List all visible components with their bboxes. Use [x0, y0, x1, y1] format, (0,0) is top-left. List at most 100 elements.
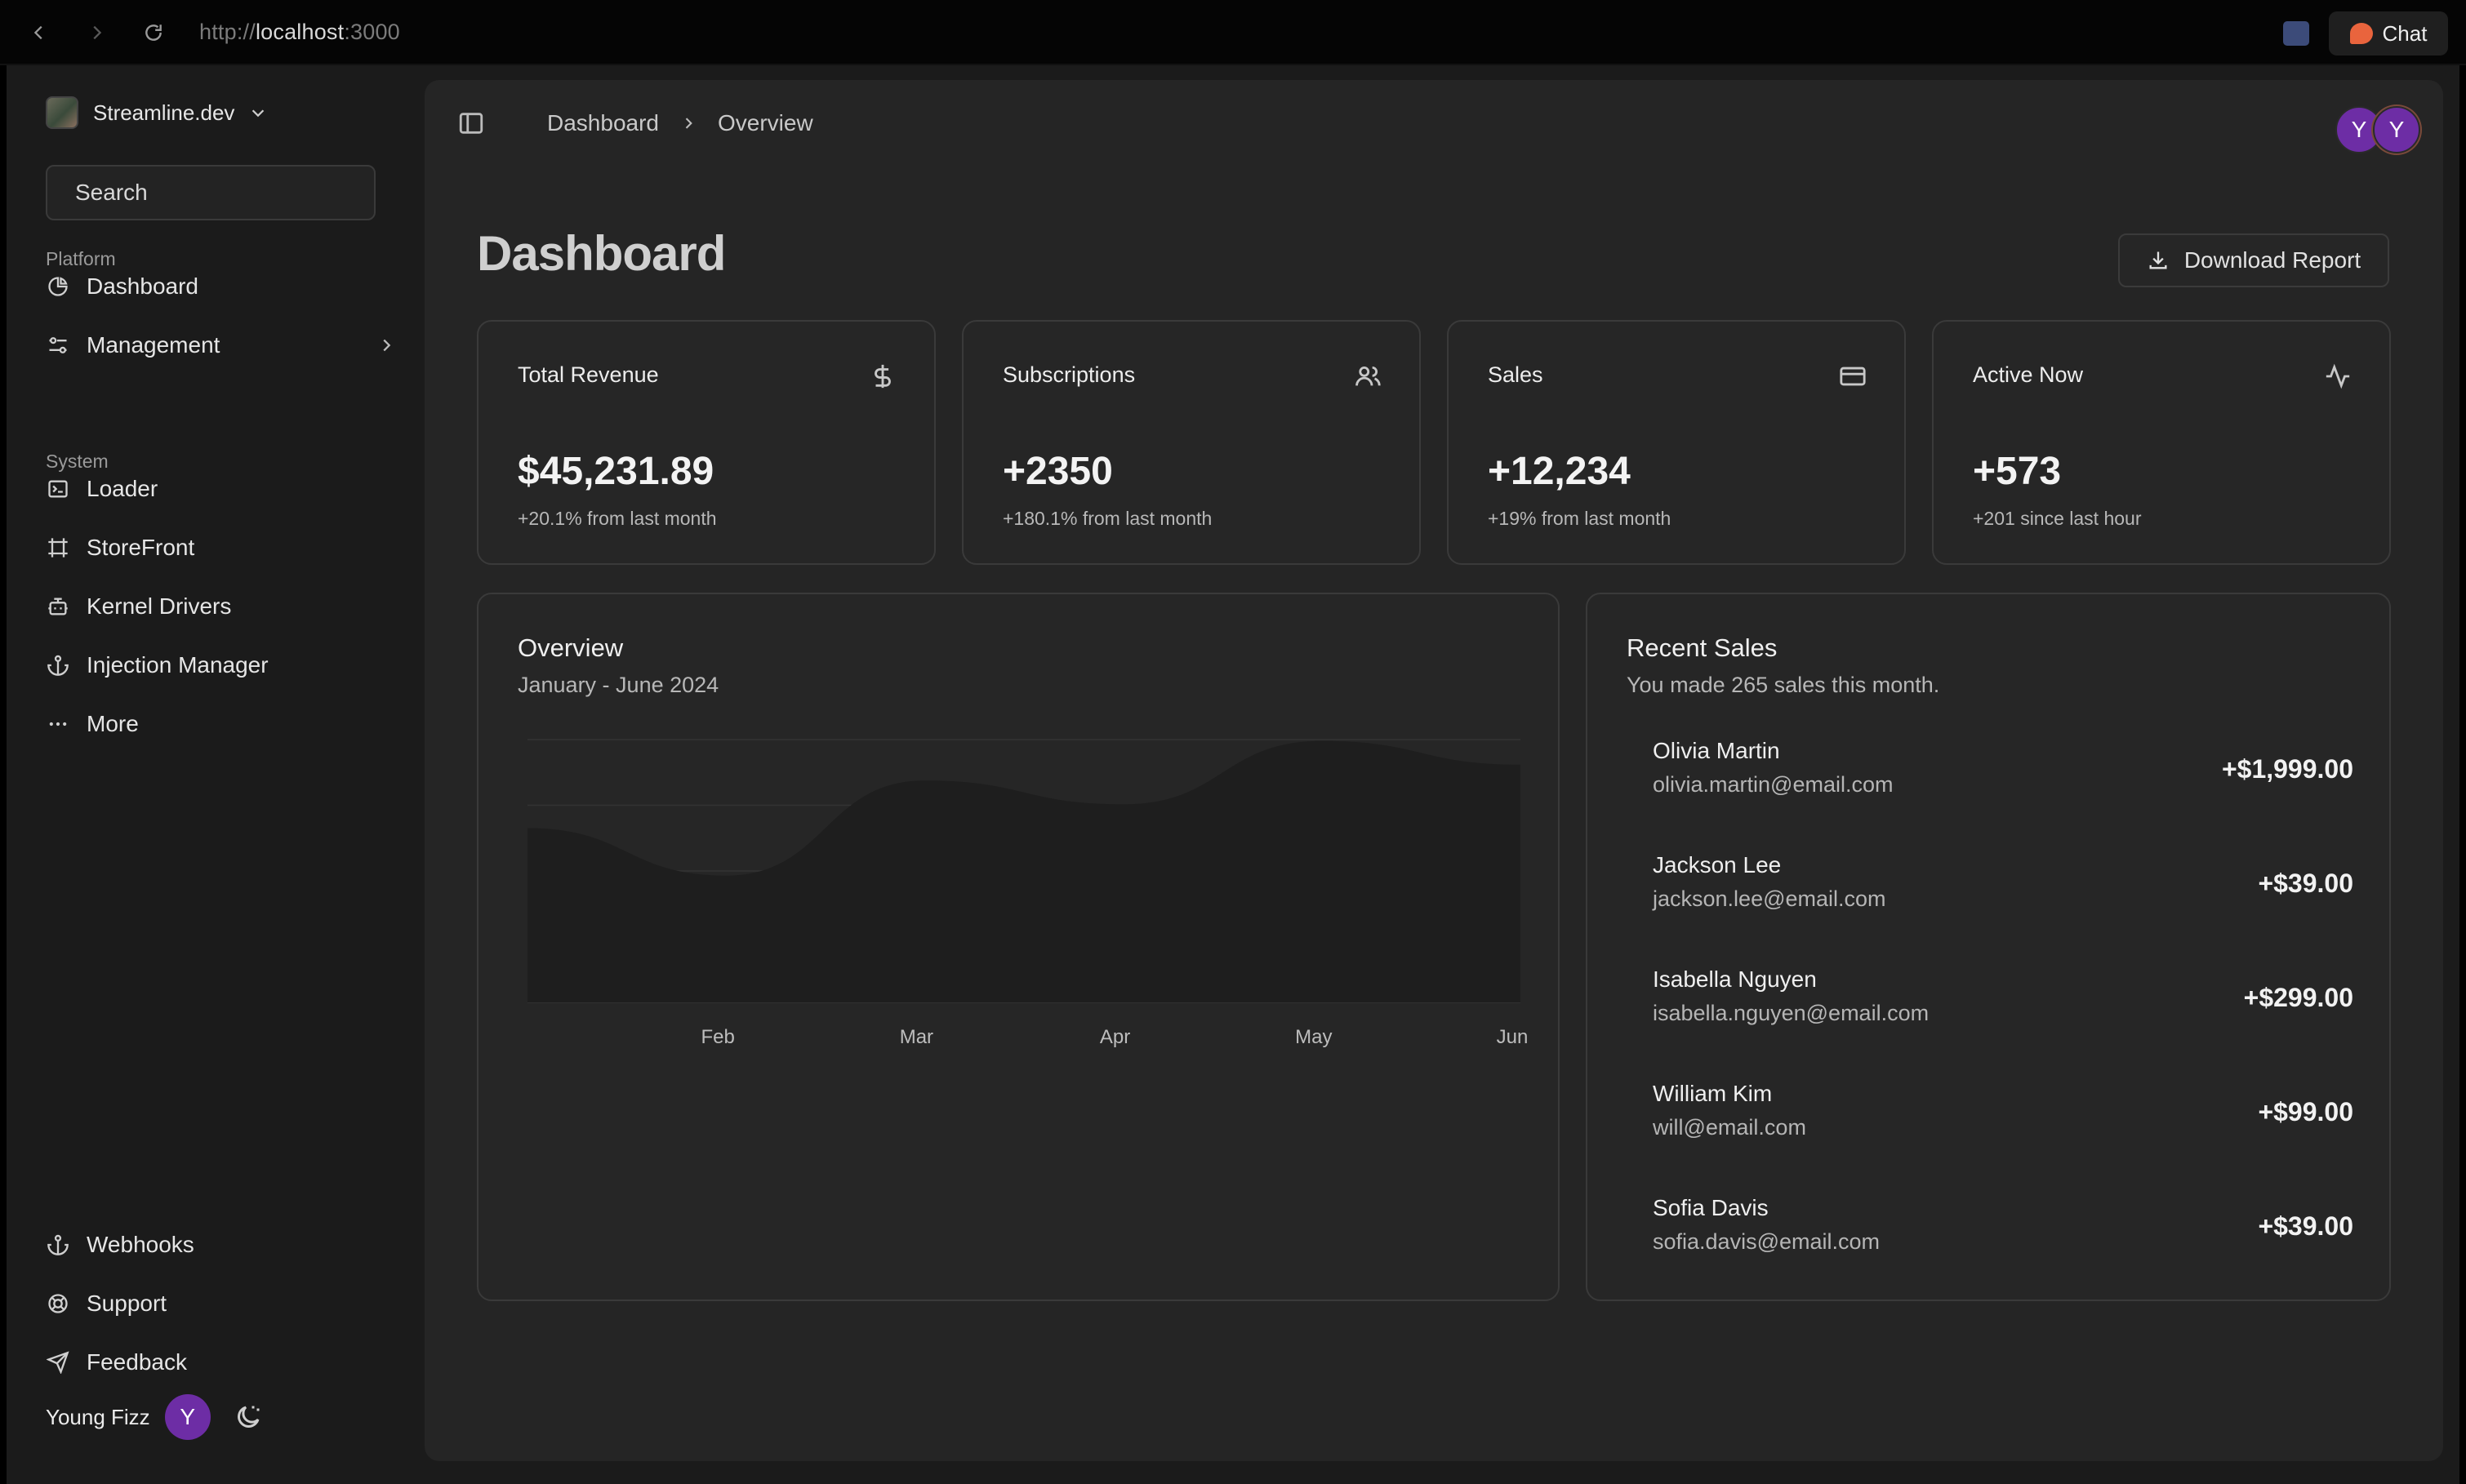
- list-item[interactable]: Sofia Davis sofia.davis@email.com +$39.0…: [1653, 1195, 2353, 1269]
- address-bar[interactable]: http://localhost:3000: [199, 20, 400, 45]
- page-title: Dashboard: [477, 226, 726, 281]
- url-host: localhost: [255, 20, 345, 44]
- list-item[interactable]: William Kim will@email.com +$99.00: [1653, 1081, 2353, 1154]
- list-item[interactable]: Olivia Martin olivia.martin@email.com +$…: [1653, 738, 2353, 811]
- kpi-card-sales: Sales +12,234 +19% from last month: [1447, 320, 1906, 565]
- kpi-value: +2350: [1003, 450, 1113, 493]
- sale-customer-name: Sofia Davis: [1653, 1195, 1769, 1220]
- user-profile[interactable]: Young Fizz Y: [46, 1394, 263, 1440]
- search-input[interactable]: [75, 180, 370, 206]
- chat-button[interactable]: Chat: [2329, 11, 2448, 56]
- users-icon: [1355, 366, 1381, 386]
- kpi-subtext: +201 since last hour: [1973, 508, 2142, 529]
- bot-icon: [44, 593, 72, 620]
- frame-icon: [44, 534, 72, 562]
- dollar-icon: [875, 364, 891, 389]
- url-port: :3000: [344, 20, 400, 44]
- avatar-stack[interactable]: Y Y: [2335, 106, 2420, 153]
- overview-area-chart: Feb Mar Apr May Jun: [527, 739, 1528, 1048]
- back-icon[interactable]: [24, 18, 54, 47]
- list-item[interactable]: Isabella Nguyen isabella.nguyen@email.co…: [1653, 966, 2353, 1040]
- sidebar-item-label: Support: [87, 1291, 167, 1316]
- kpi-value: $45,231.89: [518, 450, 714, 493]
- sidebar-item-injection-manager[interactable]: Injection Manager: [44, 640, 395, 691]
- sidebar-item-label: Feedback: [87, 1349, 187, 1375]
- sidebar-item-label: Injection Manager: [87, 652, 269, 678]
- sidebar: Streamline.dev Platform Dashboard Manage…: [7, 65, 425, 1484]
- chart-tick-label: May: [1295, 1026, 1332, 1048]
- terminal-icon: [44, 475, 72, 503]
- sale-amount: +$39.00: [2258, 869, 2353, 898]
- sidebar-item-kernel-drivers[interactable]: Kernel Drivers: [44, 581, 395, 632]
- sale-customer-email: jackson.lee@email.com: [1653, 886, 1886, 911]
- download-report-label: Download Report: [2183, 247, 2361, 273]
- kpi-title: Active Now: [1973, 362, 2084, 387]
- sale-customer-name: Jackson Lee: [1653, 852, 1782, 878]
- sale-amount: +$1,999.00: [2221, 754, 2353, 784]
- sidebar-toggle-icon[interactable]: [457, 109, 485, 137]
- kpi-subtext: +20.1% from last month: [518, 508, 717, 529]
- workspace-switcher[interactable]: Streamline.dev: [46, 96, 267, 129]
- sale-customer-name: Isabella Nguyen: [1653, 966, 1817, 992]
- anchor-icon: [44, 1231, 72, 1259]
- sidebar-item-label: More: [87, 711, 139, 736]
- breadcrumb: Dashboard Overview: [457, 109, 813, 137]
- overview-subtitle: January - June 2024: [518, 673, 719, 697]
- chevron-right-icon: [685, 118, 692, 129]
- kpi-subtext: +19% from last month: [1488, 508, 1671, 529]
- chevron-right-icon: [383, 339, 391, 352]
- sidebar-item-more[interactable]: More: [44, 699, 395, 749]
- download-icon: [2149, 251, 2167, 269]
- reload-icon[interactable]: [139, 18, 168, 47]
- sale-customer-email: isabella.nguyen@email.com: [1653, 1001, 1930, 1025]
- sidebar-item-webhooks[interactable]: Webhooks: [44, 1220, 395, 1270]
- section-label-platform: Platform: [46, 248, 116, 269]
- app-shell: Streamline.dev Platform Dashboard Manage…: [7, 65, 2459, 1484]
- sidebar-item-loader[interactable]: Loader: [44, 464, 395, 514]
- sale-customer-email: sofia.davis@email.com: [1653, 1229, 1881, 1254]
- sale-amount: +$299.00: [2243, 983, 2353, 1012]
- browser-toolbar: http://localhost:3000 Chat: [0, 0, 2466, 65]
- breadcrumb-dashboard[interactable]: Dashboard: [547, 110, 659, 136]
- chart-tick-label: Apr: [1100, 1026, 1130, 1048]
- overview-card: Overview January - June 2024 Feb Mar Apr Ma…: [477, 593, 1560, 1301]
- extension-icon[interactable]: [2283, 21, 2309, 46]
- sale-customer-name: Olivia Martin: [1653, 738, 1780, 763]
- list-item[interactable]: Jackson Lee jackson.lee@email.com +$39.0…: [1653, 852, 2353, 926]
- kpi-value: +12,234: [1488, 450, 1631, 493]
- sidebar-item-support[interactable]: Support: [44, 1278, 395, 1329]
- kpi-card-active-now: Active Now +573 +201 since last hour: [1932, 320, 2391, 565]
- sale-amount: +$99.00: [2258, 1097, 2353, 1126]
- sidebar-item-label: Kernel Drivers: [87, 593, 232, 619]
- theme-toggle-icon[interactable]: [234, 1402, 263, 1432]
- sliders-icon: [44, 331, 72, 359]
- sale-customer-name: William Kim: [1653, 1081, 1773, 1106]
- sale-amount: +$39.00: [2258, 1211, 2353, 1241]
- sidebar-item-feedback[interactable]: Feedback: [44, 1337, 395, 1388]
- sidebar-item-dashboard[interactable]: Dashboard: [44, 261, 395, 312]
- ellipsis-icon: [44, 710, 72, 738]
- overview-title: Overview: [518, 633, 624, 662]
- forward-icon[interactable]: [82, 18, 111, 47]
- avatar[interactable]: Y: [164, 1394, 211, 1440]
- sidebar-item-management[interactable]: Management: [44, 320, 395, 371]
- url-prefix: http://: [199, 20, 256, 44]
- chat-label: Chat: [2382, 20, 2428, 46]
- workspace-name: Streamline.dev: [93, 100, 235, 125]
- chart-area-series: [527, 740, 1520, 1002]
- sidebar-item-label: Dashboard: [87, 273, 198, 299]
- search-box[interactable]: [46, 165, 376, 220]
- download-report-button[interactable]: Download Report: [2118, 233, 2389, 287]
- sidebar-item-storefront[interactable]: StoreFront: [44, 522, 395, 573]
- breadcrumb-overview: Overview: [717, 110, 813, 136]
- sidebar-item-label: Webhooks: [87, 1232, 194, 1257]
- sale-customer-email: will@email.com: [1653, 1115, 1806, 1140]
- send-icon: [44, 1348, 72, 1376]
- kpi-title: Total Revenue: [518, 362, 659, 387]
- chevron-down-icon: [252, 109, 265, 118]
- chart-tick-label: Feb: [701, 1026, 735, 1048]
- sidebar-item-label: Loader: [87, 476, 158, 501]
- kpi-card-total-revenue: Total Revenue $45,231.89 +20.1% from las…: [477, 320, 936, 565]
- avatar[interactable]: Y: [2373, 106, 2420, 153]
- sale-customer-email: olivia.martin@email.com: [1653, 772, 1894, 797]
